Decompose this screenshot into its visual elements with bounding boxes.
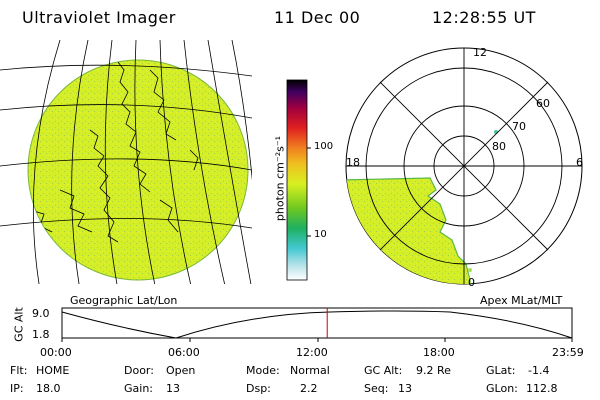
status-dsp-key: Dsp:	[246, 382, 271, 395]
mlt-label-0: 0	[468, 276, 475, 289]
status-dsp-val: 2.2	[300, 382, 318, 395]
status-gain-val: 13	[166, 382, 180, 395]
geographic-image	[0, 40, 252, 284]
geographic-caption: Geographic Lat/Lon	[70, 294, 178, 307]
lat-label-60: 60	[536, 97, 550, 110]
status-ip-key: IP:	[10, 382, 24, 395]
time-label: 12:28:55 UT	[432, 8, 536, 27]
altitude-xtick-2359: 23:59	[552, 346, 584, 359]
lat-label-70: 70	[512, 120, 526, 133]
status-glon-val: 112.8	[526, 382, 558, 395]
status-glat-val: -1.4	[528, 364, 550, 377]
date-label: 11 Dec 00	[274, 8, 361, 27]
status-flt-key: Flt:	[10, 364, 28, 377]
status-gcalt-key: GC Alt:	[364, 364, 403, 377]
altitude-xtick-0000: 00:00	[40, 346, 72, 359]
colorbar	[286, 79, 311, 281]
status-glon-key: GLon:	[486, 382, 518, 395]
mlt-label-18: 18	[346, 156, 360, 169]
status-gcalt-val: 9.2 Re	[416, 364, 451, 377]
colorbar-tick-10: 10	[314, 229, 327, 240]
status-flt-val: HOME	[36, 364, 70, 377]
instrument-title: Ultraviolet Imager	[22, 8, 176, 27]
lat-label-80: 80	[492, 140, 506, 153]
altitude-xtick-1200: 12:00	[296, 346, 328, 359]
apex-caption: Apex MLat/MLT	[480, 294, 563, 307]
status-seq-val: 13	[398, 382, 412, 395]
altitude-ytick-low: 1.8	[32, 328, 50, 341]
status-door-val: Open	[166, 364, 196, 377]
status-door-key: Door:	[124, 364, 154, 377]
altitude-xtick-1800: 18:00	[423, 346, 455, 359]
status-mode-val: Normal	[290, 364, 330, 377]
status-ip-val: 18.0	[36, 382, 61, 395]
colorbar-tick-100: 100	[314, 141, 334, 152]
altitude-ytick-high: 9.0	[32, 307, 50, 320]
colorbar-unit-label: photon cm⁻²s⁻¹	[273, 135, 287, 222]
status-seq-key: Seq:	[364, 382, 389, 395]
altitude-xtick-0600: 06:00	[168, 346, 200, 359]
mlt-label-6: 6	[576, 156, 583, 169]
status-glat-key: GLat:	[486, 364, 516, 377]
altitude-plot	[61, 307, 573, 342]
status-mode-key: Mode:	[246, 364, 280, 377]
polar-image	[345, 47, 583, 285]
mlt-label-12: 12	[473, 46, 487, 59]
altitude-ylabel: GC Alt	[12, 307, 26, 342]
status-gain-key: Gain:	[124, 382, 153, 395]
